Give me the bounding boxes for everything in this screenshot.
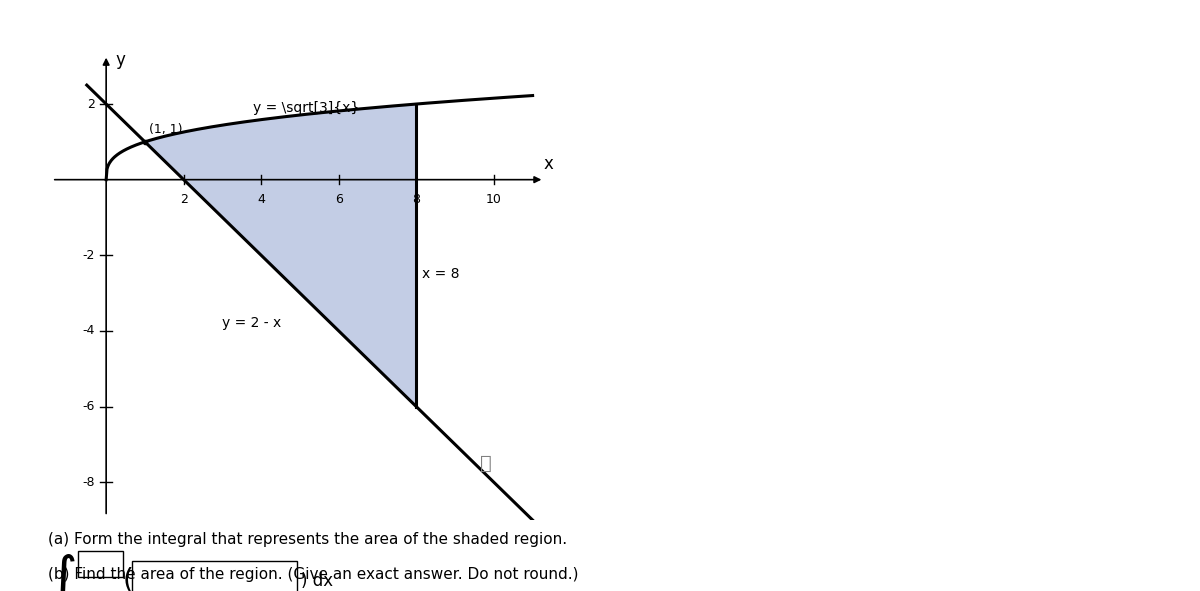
Text: -6: -6 [82,400,95,413]
FancyBboxPatch shape [78,551,124,577]
Text: 2: 2 [86,98,95,111]
Text: 10: 10 [486,193,502,206]
Text: (: ( [122,567,133,591]
Text: ) dx: ) dx [301,572,334,590]
Text: (1, 1): (1, 1) [149,123,182,136]
Text: 2: 2 [180,193,187,206]
FancyBboxPatch shape [132,561,296,591]
Text: 8: 8 [413,193,420,206]
Text: x = 8: x = 8 [422,267,460,281]
Text: y = 2 - x: y = 2 - x [222,316,282,330]
Text: ⓘ: ⓘ [480,454,492,473]
Text: 6: 6 [335,193,343,206]
Text: -8: -8 [82,476,95,489]
Text: -4: -4 [82,324,95,337]
Text: x: x [544,155,553,173]
Text: -2: -2 [82,249,95,262]
Text: $\int$: $\int$ [48,552,76,591]
Text: (a) Form the integral that represents the area of the shaded region.: (a) Form the integral that represents th… [48,532,568,547]
Text: (b) Find the area of the region. (Give an exact answer. Do not round.): (b) Find the area of the region. (Give a… [48,567,578,582]
Text: y: y [116,51,126,69]
Text: y = \sqrt[3]{x}: y = \sqrt[3]{x} [253,102,360,115]
Text: 4: 4 [257,193,265,206]
